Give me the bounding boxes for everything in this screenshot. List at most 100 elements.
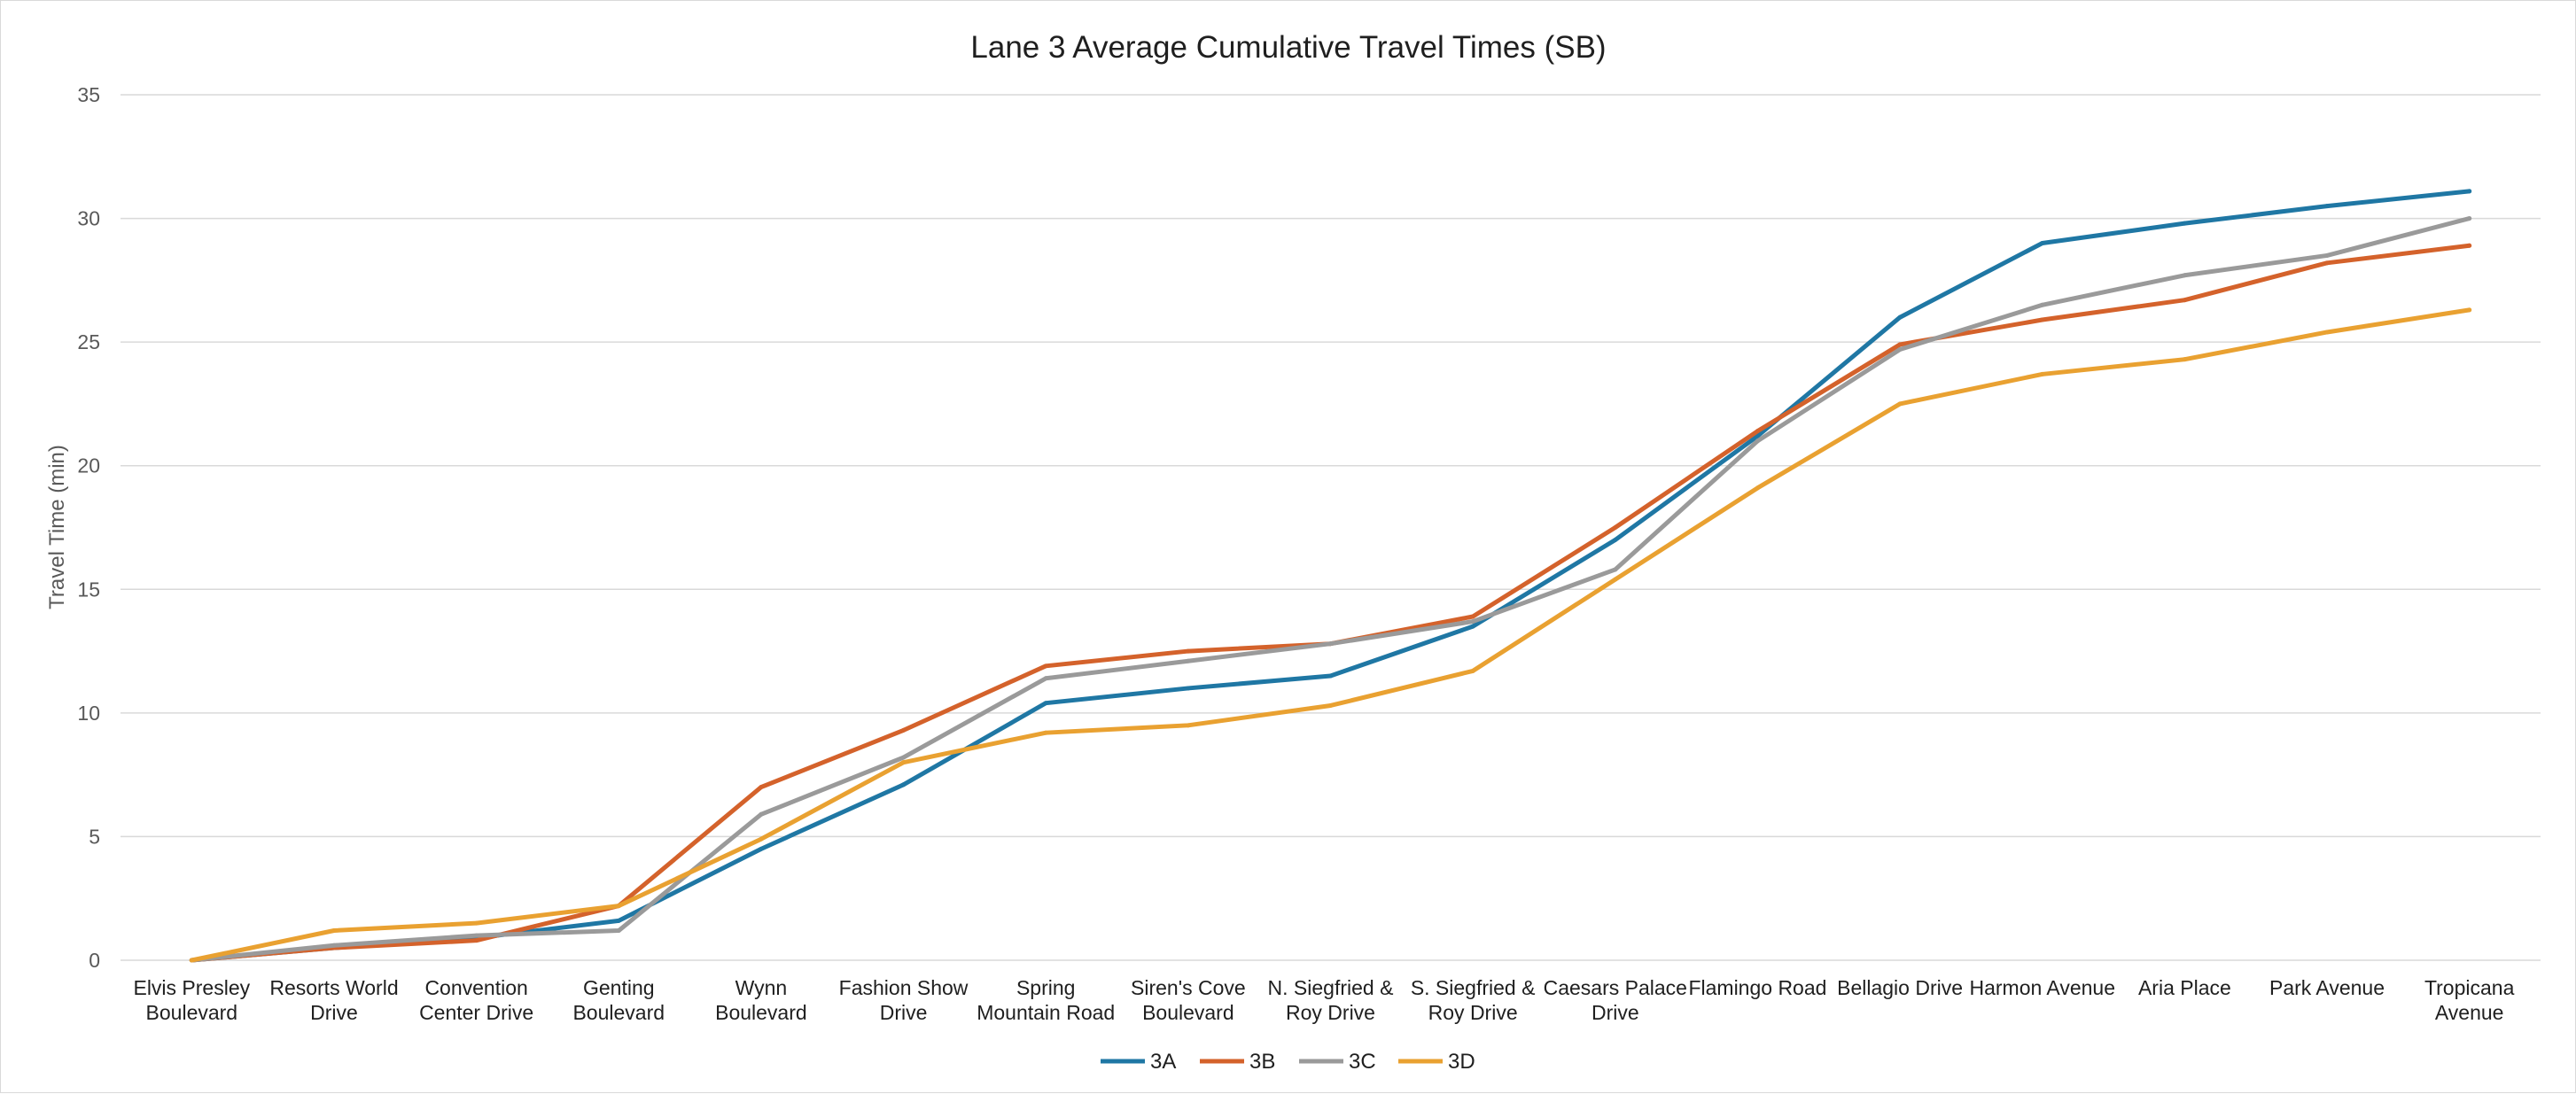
x-tick-label: Tropicana Avenue xyxy=(2424,976,2515,1024)
data-point-3c xyxy=(1186,658,1191,663)
x-tick-label-line: Mountain Road xyxy=(977,1001,1115,1024)
data-point-3d xyxy=(331,928,337,934)
legend: 3A 3B 3C 3D xyxy=(1101,1050,1475,1074)
x-tick-label: Resorts World Drive xyxy=(269,976,398,1024)
x-tick-label-line: Boulevard xyxy=(715,1001,807,1024)
chart-title: Lane 3 Average Cumulative Travel Times (… xyxy=(970,30,1606,65)
x-tick-label-line: Avenue xyxy=(2435,1001,2504,1024)
y-axis-ticks: 0 5 10 15 20 25 30 35 xyxy=(77,83,100,972)
x-tick-label-line: Resorts World xyxy=(269,976,398,999)
x-tick-label: Convention Center Drive xyxy=(419,976,533,1024)
data-point-3b xyxy=(1470,614,1475,619)
x-tick-label-line: Roy Drive xyxy=(1286,1001,1375,1024)
data-point-3c xyxy=(1043,676,1048,681)
data-point-3c xyxy=(616,928,621,934)
x-tick-label-line: Flamingo Road xyxy=(1688,976,1826,999)
y-tick-label: 20 xyxy=(77,454,100,477)
data-point-3d xyxy=(616,904,621,909)
x-tick-label: Spring Mountain Road xyxy=(977,976,1115,1024)
x-tick-label-line: Park Avenue xyxy=(2269,976,2385,999)
data-point-3a xyxy=(1043,701,1048,706)
data-point-3a xyxy=(2467,189,2472,194)
y-tick-label: 30 xyxy=(77,207,100,230)
data-point-3c xyxy=(1897,347,1903,353)
data-point-3a xyxy=(2324,204,2330,209)
x-tick-label-line: Tropicana xyxy=(2424,976,2515,999)
gridlines xyxy=(121,94,2541,961)
y-tick-label: 15 xyxy=(77,578,100,601)
x-tick-label-line: Boulevard xyxy=(1142,1001,1234,1024)
y-tick-label: 10 xyxy=(77,702,100,725)
x-tick-label-line: Harmon Avenue xyxy=(1969,976,2115,999)
y-axis-label: Travel Time (min) xyxy=(45,445,69,609)
data-point-3d xyxy=(1897,401,1903,407)
x-tick-label: Wynn Boulevard xyxy=(715,976,807,1024)
x-tick-label: Genting Boulevard xyxy=(572,976,665,1024)
data-point-3b xyxy=(1186,648,1191,654)
x-tick-label-line: Drive xyxy=(880,1001,928,1024)
data-point-3d xyxy=(474,920,479,926)
data-point-3d xyxy=(189,958,194,963)
data-point-3a xyxy=(2040,240,2045,245)
data-point-3c xyxy=(1613,567,1618,572)
x-tick-label: Elvis Presley Boulevard xyxy=(133,976,250,1024)
x-tick-label-line: Center Drive xyxy=(419,1001,533,1024)
x-tick-label: Aria Place xyxy=(2138,976,2231,999)
x-tick-label: Flamingo Road xyxy=(1688,976,1826,999)
x-tick-label: Caesars Palace Drive xyxy=(1544,976,1687,1024)
x-tick-label-line: S. Siegfried & xyxy=(1411,976,1536,999)
data-point-3a xyxy=(1328,673,1333,679)
data-point-3a xyxy=(1470,624,1475,629)
data-point-3b xyxy=(2467,243,2472,248)
data-point-3d xyxy=(759,836,764,842)
x-tick-label-line: Fashion Show xyxy=(839,976,969,999)
x-tick-label-line: Bellagio Drive xyxy=(1837,976,1963,999)
data-point-3d xyxy=(1470,668,1475,673)
x-tick-label: Siren's Cove Boulevard xyxy=(1131,976,1246,1024)
data-point-3a xyxy=(1755,433,1760,438)
x-tick-label-line: Aria Place xyxy=(2138,976,2231,999)
x-tick-label: Fashion Show Drive xyxy=(839,976,969,1024)
legend-label-3a: 3A xyxy=(1150,1050,1176,1074)
y-tick-label: 25 xyxy=(77,330,100,353)
x-tick-label-line: Convention xyxy=(424,976,527,999)
x-tick-label-line: Caesars Palace xyxy=(1544,976,1687,999)
data-point-3a xyxy=(1613,537,1618,542)
data-point-3d xyxy=(1613,577,1618,582)
y-tick-label: 0 xyxy=(89,949,100,972)
data-point-3b xyxy=(759,785,764,790)
data-point-3d xyxy=(2324,330,2330,335)
data-point-3d xyxy=(2467,307,2472,313)
data-point-3c xyxy=(331,943,337,948)
data-point-3c xyxy=(2467,216,2472,221)
legend-label-3c: 3C xyxy=(1349,1050,1376,1074)
data-point-3c xyxy=(474,933,479,938)
x-tick-label-line: Drive xyxy=(310,1001,358,1024)
data-point-3a xyxy=(1186,686,1191,691)
data-point-3a xyxy=(901,782,907,788)
x-tick-label: Bellagio Drive xyxy=(1837,976,1963,999)
x-tick-label-line: Elvis Presley xyxy=(133,976,250,999)
x-tick-label-line: Boulevard xyxy=(572,1001,665,1024)
x-tick-label-line: Genting xyxy=(583,976,655,999)
data-point-3c xyxy=(1470,619,1475,625)
x-tick-label-line: Spring xyxy=(1016,976,1075,999)
data-point-3c xyxy=(2324,252,2330,258)
series-line-3b xyxy=(189,243,2472,963)
data-point-3c xyxy=(759,811,764,817)
legend-label-3d: 3D xyxy=(1448,1050,1475,1074)
legend-label-3b: 3B xyxy=(1249,1050,1275,1074)
data-point-3b xyxy=(2040,317,2045,322)
data-point-3a xyxy=(616,918,621,923)
data-point-3b xyxy=(1043,663,1048,669)
data-point-3d xyxy=(1186,723,1191,728)
data-point-3b xyxy=(474,938,479,943)
data-point-3a xyxy=(1897,314,1903,320)
data-point-3d xyxy=(901,760,907,765)
x-tick-label: Park Avenue xyxy=(2269,976,2385,999)
data-point-3d xyxy=(2182,357,2187,362)
data-point-3a xyxy=(2182,221,2187,226)
series-line-3d xyxy=(189,307,2472,963)
